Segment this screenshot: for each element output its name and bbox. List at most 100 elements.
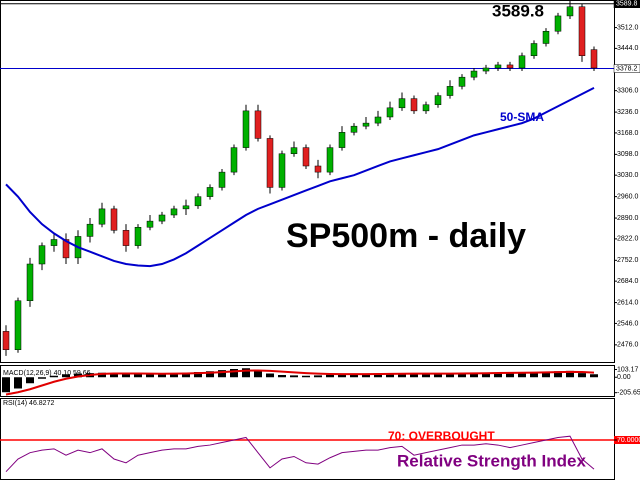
candle-body (422, 104, 430, 112)
macd-bar (110, 373, 118, 378)
candle-body (290, 147, 298, 154)
macd-bar (386, 373, 394, 378)
macd-bar (482, 372, 490, 378)
y-tick-label: 2752.0 (617, 257, 639, 264)
rsi-label: RSI(14) 46.8272 (3, 400, 54, 407)
candle-body (2, 331, 10, 350)
y-tick-label: 70.0000 (617, 437, 640, 444)
y-tick-label: 3512.0 (617, 24, 639, 31)
price-label: 3589.8 (616, 1, 638, 8)
macd-bar (98, 372, 106, 378)
macd-bar (446, 373, 454, 378)
candle-body (326, 147, 334, 173)
candle-body (206, 187, 214, 197)
macd-bar (170, 373, 178, 378)
macd-bar (590, 374, 598, 378)
candle-body (14, 300, 22, 350)
macd-bar (362, 373, 370, 378)
candle-body (386, 107, 394, 118)
candle-body (446, 86, 454, 96)
macd-bar (26, 377, 34, 384)
high-annotation: 3589.8 (492, 1, 544, 20)
candle-body (578, 6, 586, 56)
macd-bar (302, 375, 310, 378)
candle-body (410, 98, 418, 112)
candle-body (230, 147, 238, 173)
sma-line (5, 87, 595, 268)
candle-body (314, 165, 322, 173)
candle-body (266, 138, 274, 188)
macd-bar (2, 377, 10, 393)
macd-bar (146, 374, 154, 378)
y-tick-label: 3030.0 (617, 172, 639, 179)
macd-bar (158, 373, 166, 378)
macd-bar (326, 374, 334, 378)
candle-body (134, 226, 142, 246)
macd-bar (38, 377, 46, 379)
y-tick-label: 3236.0 (617, 109, 639, 116)
candle-body (470, 70, 478, 78)
candle-body (530, 43, 538, 56)
sma-label: 50-SMA (500, 110, 544, 124)
macd-bar (578, 373, 586, 378)
chart-title: SP500m - daily (286, 217, 526, 255)
y-tick-label: 3168.0 (617, 130, 639, 137)
macd-panel (0, 365, 615, 397)
macd-bar (398, 373, 406, 378)
macd-bar (278, 375, 286, 378)
candle-body (506, 64, 514, 69)
macd-bar (290, 375, 298, 378)
candle-body (242, 110, 250, 148)
candle-body (110, 208, 118, 231)
candle-body (542, 30, 550, 44)
y-tick-label: 2822.0 (617, 236, 639, 243)
y-tick-label: 103.17 (617, 366, 639, 373)
y-tick-label: -205.65 (617, 390, 640, 397)
candle-body (338, 132, 346, 148)
macd-bar (542, 371, 550, 378)
macd-bar (350, 373, 358, 378)
overbought-label: 70: OVERBOUGHT (388, 429, 495, 443)
price-label-box (613, 64, 640, 73)
macd-bar (266, 373, 274, 378)
y-tick-label: 2546.0 (617, 320, 639, 327)
candle-body (170, 208, 178, 216)
macd-bar (206, 371, 214, 378)
candle-body (146, 220, 154, 228)
macd-bar (410, 373, 418, 378)
candle-body (182, 205, 190, 210)
candle-body (194, 196, 202, 207)
y-tick-label: 0.00 (617, 374, 631, 381)
candle-body (362, 122, 370, 127)
macd-bar (230, 369, 238, 378)
macd-bar (554, 371, 562, 378)
signal-line (5, 369, 595, 396)
candle-body (554, 15, 562, 32)
macd-bar (566, 370, 574, 378)
macd-bar (194, 372, 202, 378)
y-tick-label: 2614.0 (617, 299, 639, 306)
y-tick-label: 3098.0 (617, 151, 639, 158)
y-tick-label: 2476.0 (617, 342, 639, 349)
candle-body (86, 223, 94, 237)
macd-bar (506, 372, 514, 378)
macd-bar (134, 374, 142, 378)
macd-bar (422, 373, 430, 378)
tick-label-box (614, 436, 640, 444)
macd-bar (242, 368, 250, 378)
macd-bar (434, 373, 442, 378)
candle-body (350, 125, 358, 133)
candle-body (518, 55, 526, 69)
macd-bar (50, 375, 58, 378)
candle-body (494, 64, 502, 69)
macd-bar (254, 370, 262, 378)
macd-bar (218, 370, 226, 378)
macd-bar (494, 372, 502, 378)
y-tick-label: 2890.0 (617, 215, 639, 222)
candle-body (62, 239, 70, 259)
candle-body (50, 239, 58, 246)
candle-body (566, 6, 574, 17)
candle-body (482, 67, 490, 72)
